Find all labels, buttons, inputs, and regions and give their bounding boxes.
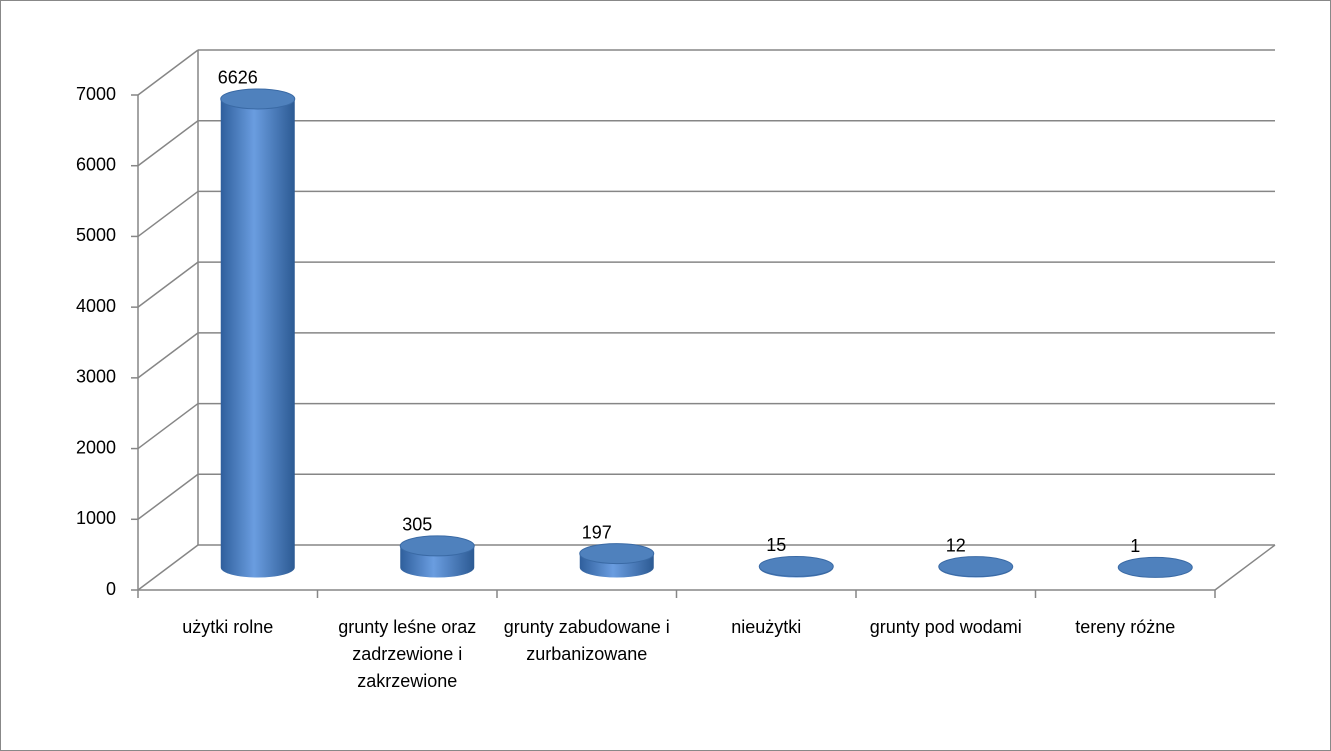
x-tick-label: grunty zabudowane i zurbanizowane bbox=[503, 617, 670, 664]
bar bbox=[579, 543, 655, 578]
bar-top bbox=[220, 88, 296, 110]
x-tick-label: nieużytki bbox=[731, 617, 802, 637]
data-label: 6626 bbox=[218, 68, 258, 88]
grid-line-side bbox=[137, 190, 199, 238]
y-tick-label: 0 bbox=[106, 579, 116, 599]
bar-top bbox=[938, 556, 1014, 578]
y-tick-label: 6000 bbox=[76, 154, 116, 174]
data-label: 305 bbox=[402, 515, 432, 535]
x-tick-label: użytki rolne bbox=[182, 617, 274, 637]
bar bbox=[758, 555, 834, 578]
y-tick-label: 4000 bbox=[76, 296, 116, 316]
y-tick-label: 3000 bbox=[76, 367, 116, 387]
data-label: 197 bbox=[582, 522, 612, 542]
grid-line-side bbox=[137, 544, 199, 591]
data-label: 15 bbox=[766, 535, 786, 555]
x-tick-label: grunty pod wodami bbox=[869, 617, 1022, 637]
grid-line-side bbox=[137, 402, 199, 450]
bar-top bbox=[399, 535, 475, 557]
x-tick-label: tereny różne bbox=[1075, 617, 1176, 637]
y-tick-label: 7000 bbox=[76, 84, 116, 104]
data-label: 12 bbox=[946, 535, 966, 555]
bar-top bbox=[579, 543, 655, 565]
bar bbox=[220, 88, 296, 578]
grid-line-side bbox=[137, 473, 199, 520]
grid-line-side bbox=[137, 120, 199, 167]
bar-top bbox=[758, 555, 834, 577]
floor-right-edge bbox=[1214, 544, 1276, 591]
grid-line-side bbox=[137, 332, 199, 379]
bar bbox=[399, 535, 475, 578]
y-tick-label: 5000 bbox=[76, 225, 116, 245]
grid-line-side bbox=[137, 49, 199, 96]
bar-body bbox=[220, 98, 295, 578]
data-label: 1 bbox=[1130, 536, 1140, 556]
grid-line-side bbox=[137, 261, 199, 308]
y-tick-label: 2000 bbox=[76, 437, 116, 457]
bar bbox=[938, 556, 1014, 578]
x-tick-label: grunty leśne oraz zadrzewione i zakrzewi… bbox=[338, 617, 477, 691]
bar bbox=[1117, 556, 1193, 578]
y-tick-label: 1000 bbox=[76, 508, 116, 528]
bar-top bbox=[1117, 556, 1193, 578]
